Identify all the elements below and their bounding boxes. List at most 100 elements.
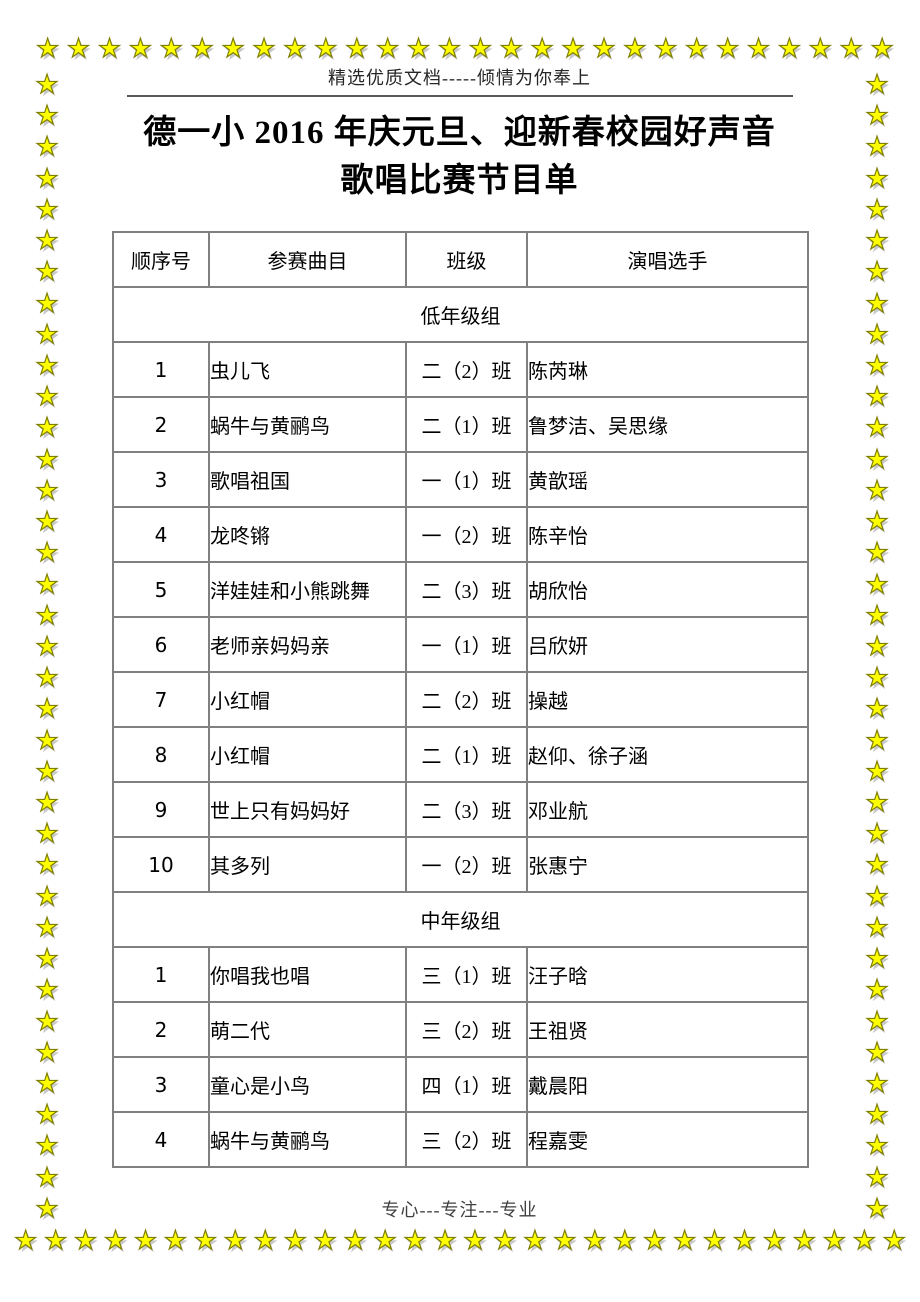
song-cell: 蜗牛与黄鹂鸟 [208, 396, 407, 453]
star-icon: ★ [35, 319, 60, 350]
song-cell: 萌二代 [208, 1001, 407, 1058]
star-icon: ★ [592, 34, 617, 64]
star-icon: ★ [463, 1226, 488, 1256]
star-icon: ★ [865, 912, 890, 943]
column-header: 顺序号 [112, 231, 210, 288]
star-icon: ★ [35, 34, 60, 64]
class-cell: 一（1）班 [405, 451, 528, 508]
star-icon: ★ [865, 1193, 890, 1224]
star-icon: ★ [839, 34, 864, 64]
star-icon: ★ [35, 1193, 60, 1224]
star-icon: ★ [865, 257, 890, 288]
star-icon: ★ [523, 1226, 548, 1256]
seq-cell: 10 [112, 836, 210, 893]
star-icon: ★ [865, 1037, 890, 1068]
document-content: 精选优质文档-----倾情为你奉上 德一小 2016 年庆元旦、迎新春校园好声音… [112, 0, 809, 1222]
song-cell: 童心是小鸟 [208, 1056, 407, 1113]
seq-cell: 2 [112, 1001, 210, 1058]
star-icon: ★ [865, 725, 890, 756]
class-cell: 三（2）班 [405, 1001, 528, 1058]
table-row: 3 歌唱祖国 一（1）班 黄歆瑶 [112, 451, 809, 508]
table-row: 8 小红帽 二（1）班 赵仰、徐子涵 [112, 726, 809, 783]
table-row: 7 小红帽 二（2）班 操越 [112, 671, 809, 728]
star-icon: ★ [672, 1226, 697, 1256]
star-icon: ★ [35, 912, 60, 943]
song-cell: 其多列 [208, 836, 407, 893]
star-icon: ★ [193, 1226, 218, 1256]
song-cell: 虫儿飞 [208, 341, 407, 398]
page-title-line1: 德一小 2016 年庆元旦、迎新春校园好声音 [143, 115, 776, 151]
star-icon: ★ [852, 1226, 877, 1256]
column-header: 演唱选手 [526, 231, 809, 288]
star-icon: ★ [762, 1226, 787, 1256]
star-icon: ★ [35, 1131, 60, 1162]
seq-cell: 7 [112, 671, 210, 728]
singer-cell: 王祖贤 [526, 1001, 809, 1058]
singer-cell: 陈辛怡 [526, 506, 809, 563]
star-icon: ★ [35, 1162, 60, 1193]
star-icon: ★ [865, 569, 890, 600]
star-icon: ★ [702, 1226, 727, 1256]
singer-cell: 赵仰、徐子涵 [526, 726, 809, 783]
class-cell: 二（1）班 [405, 396, 528, 453]
song-cell: 龙咚锵 [208, 506, 407, 563]
table-row: 1 你唱我也唱 三（1）班 汪子晗 [112, 946, 809, 1003]
star-icon: ★ [865, 319, 890, 350]
star-icon: ★ [865, 756, 890, 787]
seq-cell: 1 [112, 946, 210, 1003]
star-icon: ★ [865, 444, 890, 475]
singer-cell: 汪子晗 [526, 946, 809, 1003]
star-icon: ★ [133, 1226, 158, 1256]
star-icon: ★ [865, 194, 890, 225]
page-title: 德一小 2016 年庆元旦、迎新春校园好声音 歌唱比赛节目单 [112, 109, 807, 205]
table-row: 2 蜗牛与黄鹂鸟 二（1）班 鲁梦洁、吴思缘 [112, 396, 809, 453]
star-icon: ★ [865, 788, 890, 819]
star-icon: ★ [35, 444, 60, 475]
star-icon: ★ [35, 663, 60, 694]
seq-cell: 9 [112, 781, 210, 838]
star-icon: ★ [35, 788, 60, 819]
star-icon: ★ [223, 1226, 248, 1256]
star-icon: ★ [865, 1069, 890, 1099]
star-icon: ★ [66, 34, 91, 64]
star-icon: ★ [865, 382, 890, 413]
seq-cell: 5 [112, 561, 210, 618]
table-row: 1 虫儿飞 二（2）班 陈芮琳 [112, 341, 809, 398]
star-icon: ★ [283, 1226, 308, 1256]
star-icon: ★ [35, 101, 60, 132]
star-icon: ★ [313, 1226, 338, 1256]
star-icon: ★ [35, 257, 60, 288]
star-border-left: ★ ★ ★ ★ ★ ★ ★ ★ ★ ★ ★ ★ ★ ★ ★ ★ ★ ★ ★ ★ ★ ★ ★ ★ ★ ★ ★ ★ ★ ★ ★ ★ ★ ★ ★ ★ ★ [32, 71, 62, 1224]
star-icon: ★ [43, 1226, 68, 1256]
star-icon: ★ [221, 34, 246, 64]
seq-cell: 1 [112, 341, 210, 398]
star-icon: ★ [128, 34, 153, 64]
star-icon: ★ [865, 538, 890, 569]
seq-cell: 3 [112, 1056, 210, 1113]
star-icon: ★ [583, 1226, 608, 1256]
star-icon: ★ [684, 34, 709, 64]
song-cell: 蜗牛与黄鹂鸟 [208, 1111, 407, 1168]
header-note: 精选优质文档-----倾情为你奉上 [328, 68, 591, 88]
singer-cell: 邓业航 [526, 781, 809, 838]
class-cell: 一（2）班 [405, 506, 528, 563]
star-icon: ★ [35, 538, 60, 569]
section-label: 低年级组 [112, 286, 809, 343]
star-icon: ★ [73, 1226, 98, 1256]
table-row: 5 洋娃娃和小熊跳舞 二（3）班 胡欣怡 [112, 561, 809, 618]
star-icon: ★ [642, 1226, 667, 1256]
singer-cell: 操越 [526, 671, 809, 728]
class-cell: 二（3）班 [405, 781, 528, 838]
star-icon: ★ [13, 1226, 38, 1256]
table-row: 2 萌二代 三（2）班 王祖贤 [112, 1001, 809, 1058]
singer-cell: 黄歆瑶 [526, 451, 809, 508]
star-icon: ★ [865, 132, 890, 163]
star-icon: ★ [35, 569, 60, 600]
song-cell: 歌唱祖国 [208, 451, 407, 508]
star-icon: ★ [865, 600, 890, 631]
star-icon: ★ [865, 881, 890, 912]
star-icon: ★ [865, 413, 890, 444]
column-header: 班级 [405, 231, 528, 288]
star-icon: ★ [35, 163, 60, 194]
seq-cell: 4 [112, 506, 210, 563]
